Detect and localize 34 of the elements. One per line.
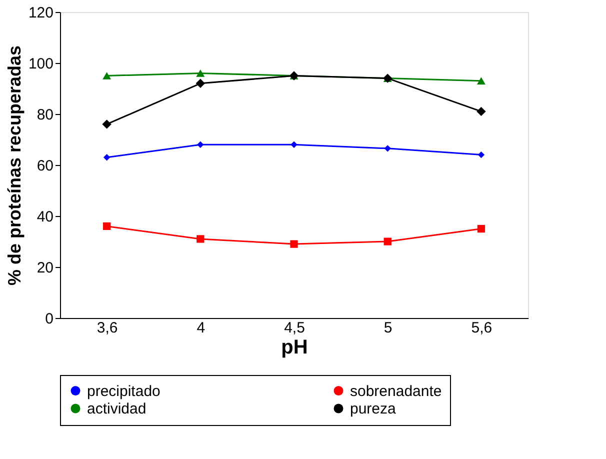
legend-label: pureza [350, 400, 397, 418]
point [476, 106, 486, 116]
y-tick-label: 100 [28, 56, 54, 72]
y-axis-title: % de proteínas recuperadas [4, 45, 24, 286]
point [196, 235, 204, 243]
point [477, 224, 486, 233]
point [384, 238, 392, 246]
point [196, 70, 205, 77]
point [103, 154, 110, 161]
y-tick-label: 60 [36, 158, 54, 174]
point [102, 222, 111, 230]
y-tick-label: 80 [36, 106, 54, 124]
point [102, 120, 112, 129]
legend-label: precipitado [87, 382, 160, 400]
point [196, 78, 206, 88]
point [197, 141, 204, 148]
y-tick-label: 40 [36, 208, 54, 226]
legend-label: sobrenadante [350, 382, 442, 400]
x-tick-label: 3,6 [96, 320, 118, 336]
y-tick-label: 20 [36, 260, 54, 276]
y-tick-label: 120 [28, 4, 54, 22]
x-axis-title: pH [281, 336, 308, 358]
point [478, 151, 485, 158]
x-tick-label: 4 [196, 320, 206, 336]
point [290, 240, 298, 248]
y-tick-label: 0 [45, 310, 54, 328]
x-tick-label: 5,6 [471, 320, 492, 336]
x-tick-label: 4,5 [284, 320, 305, 336]
point [102, 72, 112, 80]
point [290, 141, 298, 148]
legend-label: actividad [87, 400, 146, 418]
point [384, 145, 391, 152]
point [476, 77, 486, 85]
x-tick-label: 5 [384, 320, 392, 336]
